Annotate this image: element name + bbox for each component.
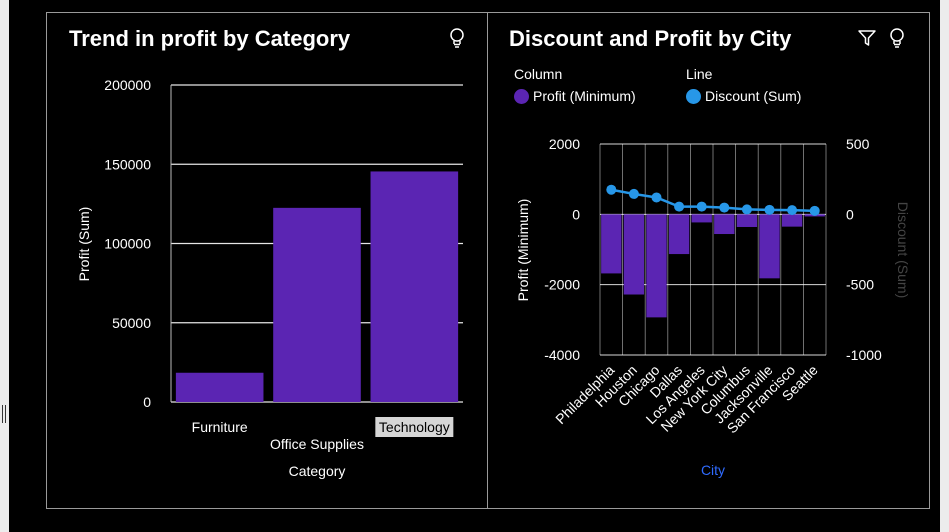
y-tick-label: 100000 <box>104 236 151 252</box>
legend-swatch-discount <box>686 88 701 104</box>
legend-item-discount[interactable]: Discount (Sum) <box>686 88 801 104</box>
discount-point <box>719 202 730 213</box>
discount-line <box>611 188 815 213</box>
legend-item-profit[interactable]: Profit (Minimum) <box>514 88 636 104</box>
bar <box>736 214 758 227</box>
y-tick-label: -4000 <box>544 347 580 363</box>
bar <box>759 214 780 279</box>
legend-swatch-profit <box>514 88 529 104</box>
canvas: Trend in profit by Category 0 50000 100000… <box>9 0 940 532</box>
y2-tick-label: -1000 <box>846 347 882 363</box>
bar <box>781 214 803 227</box>
discount-point <box>787 205 798 216</box>
bar <box>175 372 264 402</box>
bar <box>273 207 361 402</box>
category-label: Furniture <box>192 419 248 435</box>
y-tick-label: -2000 <box>544 277 580 293</box>
lightbulb-icon[interactable] <box>887 27 907 49</box>
panel-profit-by-category[interactable]: Trend in profit by Category 0 50000 100000… <box>46 12 488 509</box>
y2-tick-label: 0 <box>846 206 854 222</box>
discount-point <box>696 201 707 212</box>
lightbulb-icon[interactable] <box>447 27 467 49</box>
discount-point <box>651 192 662 203</box>
category-label: Technology <box>379 419 450 435</box>
y-tick-label: 0 <box>143 394 151 410</box>
y-tick-label: 150000 <box>104 156 151 172</box>
y-tick-label: 0 <box>572 206 580 222</box>
y2-tick-label: 500 <box>846 136 870 152</box>
bar <box>668 214 690 255</box>
y-axis-title: Profit (Minimum) <box>515 199 531 302</box>
resize-handle[interactable] <box>1 404 7 424</box>
discount-point <box>809 205 820 216</box>
y2-tick-label: -500 <box>846 277 874 293</box>
discount-point <box>606 184 617 195</box>
x-axis-title: City <box>701 462 725 478</box>
bar <box>601 214 622 274</box>
legend-label-discount: Discount (Sum) <box>705 88 802 104</box>
bar <box>714 214 735 235</box>
legend-line-heading: Line <box>686 66 713 82</box>
y-tick-label: 50000 <box>112 315 151 331</box>
y-axis-title: Profit (Sum) <box>76 207 92 282</box>
legend-column-heading: Column <box>514 66 563 82</box>
panel-title: Trend in profit by Category <box>69 26 351 51</box>
category-label: Office Supplies <box>270 436 364 452</box>
legend-label-profit: Profit (Minimum) <box>533 88 636 104</box>
filter-icon[interactable] <box>857 27 877 49</box>
bar <box>370 171 459 402</box>
bar-chart-category: 0 50000 100000 150000 200000 Furniture Office … <box>76 77 463 479</box>
bar <box>691 214 712 223</box>
y-tick-label: 200000 <box>104 77 151 93</box>
panel-discount-profit-by-city[interactable]: Discount and Profit by City Column Line … <box>487 12 930 509</box>
y-tick-label: 2000 <box>549 136 580 152</box>
discount-point <box>674 201 685 212</box>
x-axis-title: Category <box>289 463 346 479</box>
discount-point <box>741 204 752 215</box>
combo-chart-city: -4000-200002000-1000-5000500Philadelphia… <box>515 136 911 478</box>
panel-title: Discount and Profit by City <box>509 26 792 51</box>
y2-axis-title: Discount (Sum) <box>895 202 911 298</box>
bar <box>623 214 645 295</box>
category-label-highlight <box>375 417 454 437</box>
discount-point <box>628 188 639 199</box>
discount-point <box>764 204 775 215</box>
bar <box>646 214 667 318</box>
